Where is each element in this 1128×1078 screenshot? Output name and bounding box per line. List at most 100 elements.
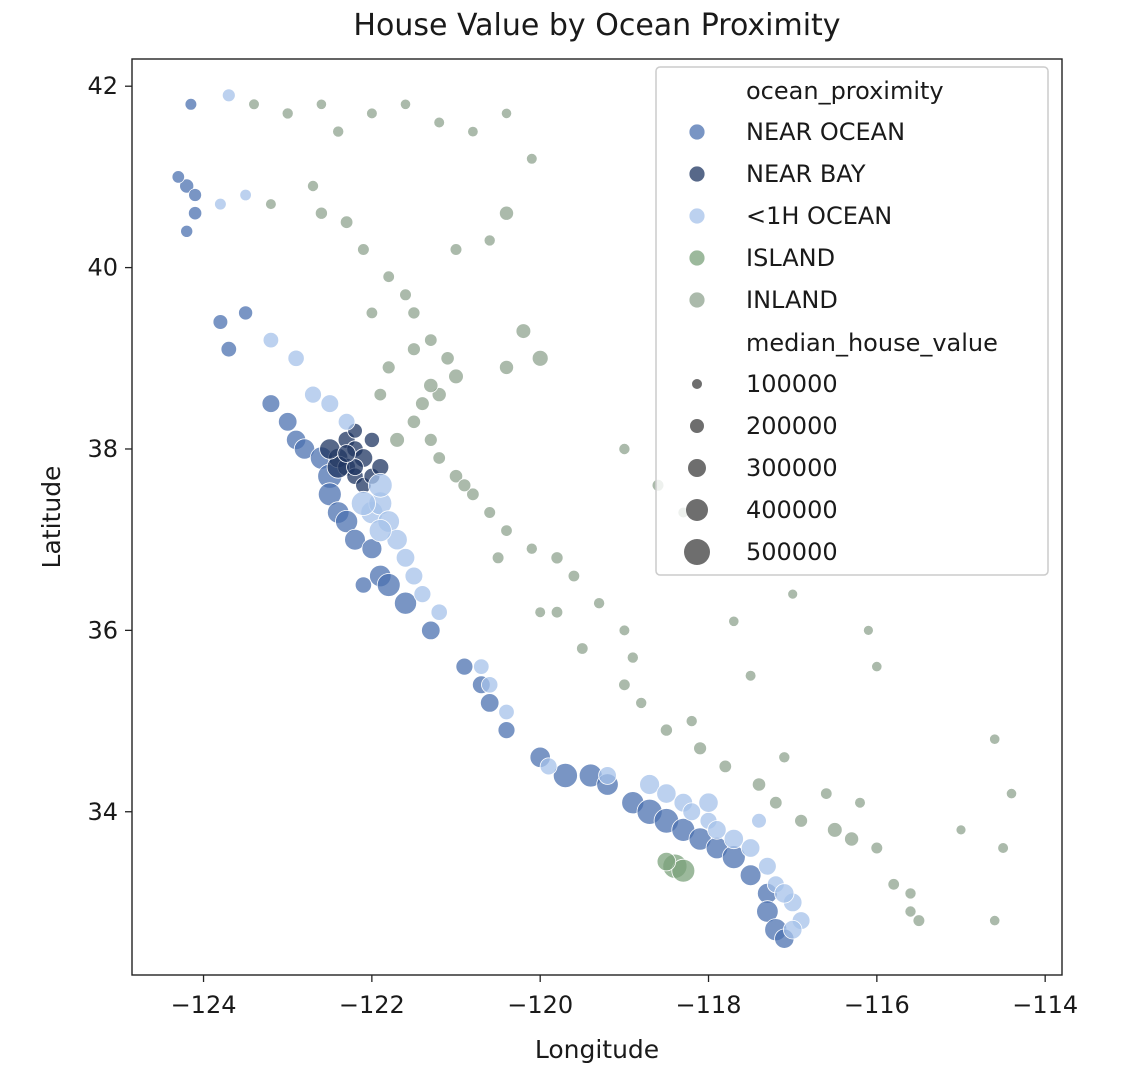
legend-size-marker — [686, 499, 708, 521]
y-tick-label: 40 — [87, 254, 118, 282]
point-inland-72 — [534, 606, 546, 618]
point-near-ocean-0 — [179, 178, 195, 194]
points-layer — [171, 88, 1018, 949]
point-near-ocean-43 — [171, 170, 186, 184]
x-tick-label: −118 — [676, 991, 742, 1019]
point--1h-ocean-4 — [337, 412, 356, 431]
point-near-ocean-42 — [238, 305, 254, 321]
point-near-ocean-36 — [739, 864, 762, 886]
chart-title: House Value by Ocean Proximity — [353, 8, 840, 43]
y-tick-label: 42 — [87, 72, 118, 100]
point-inland-8 — [500, 107, 513, 120]
point-inland-69 — [365, 306, 379, 320]
point-inland-50 — [989, 914, 1001, 927]
point-inland-36 — [659, 723, 673, 737]
y-axis-label: Latitude — [37, 466, 66, 569]
point-inland-16 — [424, 333, 438, 347]
point-near-ocean-4 — [212, 314, 229, 330]
point-near-ocean-3 — [188, 206, 203, 221]
point-island-2 — [656, 851, 677, 872]
point-inland-24 — [448, 469, 464, 484]
x-axis-label: Longitude — [535, 1035, 659, 1064]
point-inland-74 — [685, 715, 698, 728]
point-inland-53 — [863, 625, 874, 636]
point-inland-12 — [357, 243, 370, 256]
point-inland-21 — [406, 414, 421, 429]
point-inland-1 — [281, 107, 294, 120]
point-near-ocean-44 — [180, 224, 194, 238]
legend-box — [655, 66, 1049, 576]
point-inland-46 — [904, 905, 917, 918]
legend-label: INLAND — [746, 286, 838, 314]
point-inland-76 — [778, 751, 791, 764]
point--1h-ocean-17 — [498, 703, 515, 721]
point-near-ocean-5 — [220, 341, 238, 358]
point--1h-ocean-19 — [598, 766, 617, 785]
point-inland-43 — [844, 831, 860, 847]
point-inland-84 — [550, 606, 564, 619]
point-inland-64 — [483, 234, 496, 247]
point--1h-ocean-14 — [430, 603, 448, 621]
point--1h-ocean-33 — [783, 920, 803, 940]
point-inland-35 — [635, 696, 648, 709]
legend-label: <1H OCEAN — [746, 202, 892, 230]
point--1h-ocean-10 — [350, 490, 376, 516]
y-axis-ticks: 34 36 38 40 42 — [87, 72, 132, 826]
point--1h-ocean-15 — [473, 658, 490, 675]
point-inland-5 — [399, 98, 412, 110]
point-near-ocean-18 — [376, 573, 401, 597]
legend-size-marker — [692, 379, 702, 389]
point-inland-40 — [769, 796, 783, 810]
point-inland-33 — [626, 651, 639, 664]
legend-label: ISLAND — [746, 244, 835, 272]
legend-marker — [688, 249, 706, 267]
point-near-ocean-14 — [335, 509, 359, 533]
point-inland-28 — [525, 542, 538, 555]
point--1h-ocean-9 — [368, 519, 392, 543]
legend-size-marker — [688, 459, 706, 477]
point-inland-9 — [525, 153, 538, 165]
point--1h-ocean-20 — [639, 774, 660, 795]
point-inland-67 — [373, 387, 388, 402]
point-near-ocean-41 — [354, 576, 372, 594]
point-inland-41 — [794, 813, 808, 828]
point-inland-17 — [440, 351, 455, 366]
legend-size-label: 500000 — [746, 538, 838, 566]
point--1h-ocean-21 — [656, 783, 677, 804]
point-inland-47 — [912, 914, 926, 927]
point-inland-52 — [1005, 787, 1018, 800]
point-inland-13 — [382, 270, 395, 283]
point--1h-ocean-35 — [751, 812, 767, 829]
point--1h-ocean-1 — [287, 349, 305, 367]
point--1h-ocean-27 — [740, 838, 761, 858]
point--1h-ocean-37 — [214, 197, 227, 211]
point-inland-68 — [389, 432, 405, 448]
point-near-ocean-6 — [261, 394, 281, 413]
point--1h-ocean-26 — [723, 828, 744, 850]
point-inland-2 — [315, 98, 327, 110]
legend-hue-entries: NEAR OCEAN NEAR BAY <1H OCEAN ISLAND INLAND — [688, 118, 905, 314]
point-near-ocean-7 — [278, 412, 298, 432]
point--1h-ocean-36 — [221, 88, 236, 103]
legend-size-entries: 100000 200000 300000 400000 500000 — [684, 370, 838, 566]
point-inland-55 — [787, 588, 799, 600]
point-inland-45 — [887, 878, 900, 891]
point-near-ocean-1 — [188, 188, 203, 202]
point-inland-37 — [693, 741, 707, 756]
point-near-ocean-16 — [361, 538, 383, 560]
point--1h-ocean-23 — [682, 802, 701, 822]
x-tick-label: −114 — [1012, 991, 1078, 1019]
point-inland-70 — [306, 179, 319, 192]
point-inland-48 — [989, 733, 1001, 745]
legend-marker — [688, 291, 706, 309]
point-inland-42 — [826, 822, 843, 838]
point-inland-32 — [618, 624, 631, 637]
point-inland-59 — [618, 442, 631, 455]
point-near-ocean-20 — [421, 620, 441, 641]
legend-size-marker — [684, 539, 710, 565]
point-inland-29 — [550, 551, 564, 565]
point-inland-49 — [997, 842, 1009, 854]
point-inland-82 — [457, 478, 472, 493]
legend-label: NEAR OCEAN — [746, 118, 905, 146]
